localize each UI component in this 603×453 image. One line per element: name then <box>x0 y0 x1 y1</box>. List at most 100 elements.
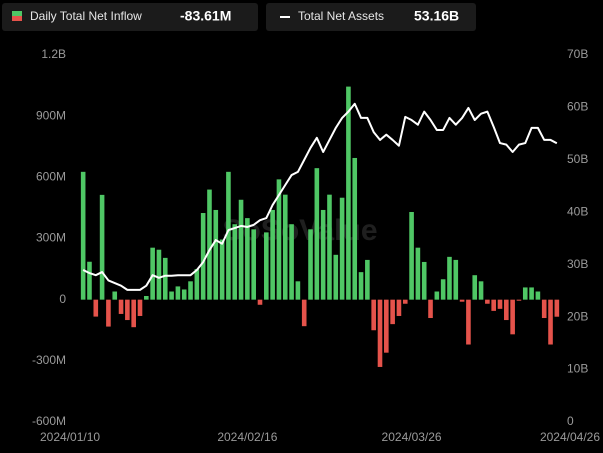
line <box>82 102 558 291</box>
bar <box>194 269 200 300</box>
bar <box>529 287 534 300</box>
bar <box>390 299 395 325</box>
y-tick-label: 300M <box>36 231 66 245</box>
bar <box>365 259 370 300</box>
legend-value: -83.61M <box>180 8 231 24</box>
bar <box>371 299 376 331</box>
bar <box>137 299 143 316</box>
y-tick-label: 1.2B <box>41 47 66 61</box>
bar <box>333 254 339 300</box>
bar <box>144 295 149 300</box>
bar <box>118 299 124 314</box>
bar <box>466 299 471 345</box>
legend-icon <box>12 16 22 21</box>
bar <box>548 299 553 345</box>
bar <box>150 247 155 300</box>
y2-tick-label: 40B <box>567 204 588 218</box>
bar <box>320 209 326 300</box>
bar <box>402 299 408 304</box>
bar <box>535 291 541 300</box>
bar <box>238 199 244 300</box>
bar <box>112 291 118 300</box>
bar <box>207 189 212 300</box>
bar <box>428 299 433 319</box>
legend-label: Daily Total Net Inflow <box>30 9 142 23</box>
bar <box>510 299 515 335</box>
y2-tick-label: 50B <box>567 152 588 166</box>
bar <box>270 209 275 300</box>
bar <box>472 275 478 300</box>
y2-tick-label: 70B <box>567 47 588 61</box>
bar <box>491 299 496 311</box>
bar <box>181 289 187 300</box>
bar <box>522 287 528 300</box>
bar <box>541 299 547 319</box>
legend-box <box>266 3 476 31</box>
bar <box>200 213 206 300</box>
bar <box>327 194 332 300</box>
y-tick-label: 600M <box>36 170 66 184</box>
bar <box>478 281 484 300</box>
bar <box>497 299 503 309</box>
bar <box>384 299 389 353</box>
bar <box>339 197 345 300</box>
legend-label: Total Net Assets <box>298 9 384 23</box>
bar <box>276 179 282 300</box>
x-tick-label: 2024/02/16 <box>217 430 277 444</box>
bar <box>289 224 294 300</box>
bar <box>301 299 307 327</box>
bar <box>554 299 560 317</box>
bar <box>219 239 225 300</box>
bar <box>352 157 358 300</box>
bar <box>434 291 440 300</box>
x-tick-label: 2024/01/10 <box>40 430 100 444</box>
legend-icon <box>12 11 22 16</box>
bar <box>485 299 490 304</box>
y-tick-label: 0 <box>59 292 66 306</box>
y2-tick-label: 60B <box>567 100 588 114</box>
bar <box>504 299 509 321</box>
bar <box>106 299 111 327</box>
bar <box>282 194 288 300</box>
bar <box>346 86 351 300</box>
bar <box>459 299 465 302</box>
bar <box>377 299 383 367</box>
bar <box>264 232 269 300</box>
bar <box>188 281 193 300</box>
y-tick-label: -600M <box>32 414 66 428</box>
bar <box>396 299 402 316</box>
bar <box>295 281 301 300</box>
bar <box>415 247 421 300</box>
x-tick-label: 2024/04/26 <box>540 430 600 444</box>
y-tick-label: -300M <box>32 353 66 367</box>
y2-tick-label: 20B <box>567 309 588 323</box>
bar <box>213 209 219 300</box>
bar <box>421 261 427 300</box>
bar <box>131 299 136 328</box>
bar <box>308 229 313 300</box>
bar <box>87 261 92 300</box>
y2-tick-label: 10B <box>567 362 588 376</box>
bar <box>156 249 162 300</box>
bar <box>162 257 168 300</box>
y2-tick-label: 30B <box>567 257 588 271</box>
bar <box>232 224 238 300</box>
bar <box>245 218 250 300</box>
bar <box>93 299 99 317</box>
bar <box>314 168 320 300</box>
bar <box>169 291 174 300</box>
bar <box>516 299 522 301</box>
legend-value: 53.16B <box>414 8 459 24</box>
bar <box>251 229 256 300</box>
bar <box>447 256 452 300</box>
y2-tick-label: 0 <box>567 414 574 428</box>
bar <box>409 211 414 300</box>
bar <box>358 272 364 300</box>
x-tick-label: 2024/03/26 <box>382 430 442 444</box>
bar <box>453 259 459 300</box>
bar <box>175 286 181 300</box>
bar <box>257 299 263 305</box>
bar <box>226 171 231 300</box>
